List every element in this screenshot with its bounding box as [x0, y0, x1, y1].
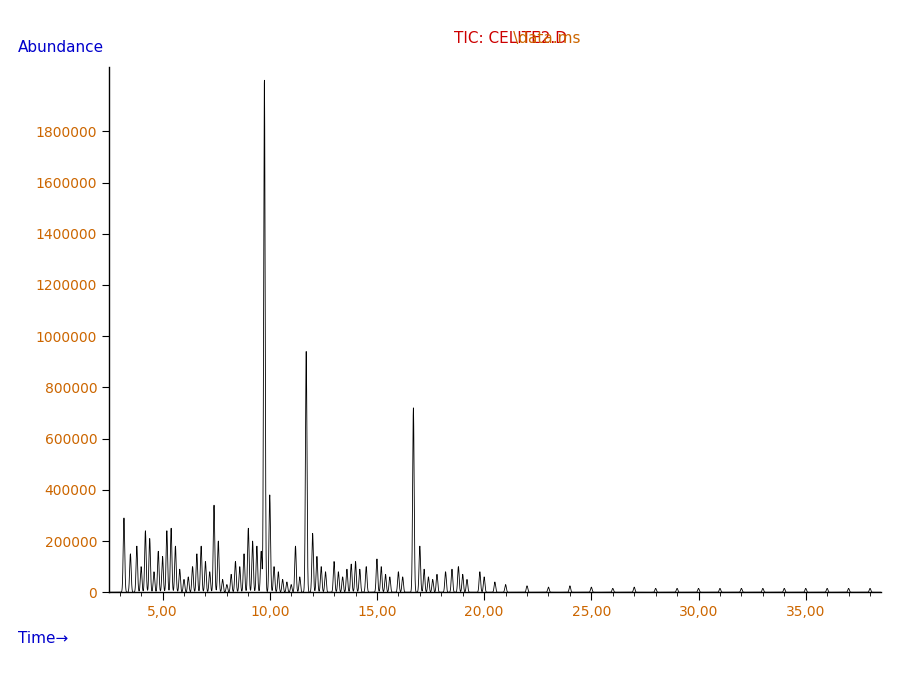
Text: TIC: CELITE2.D: TIC: CELITE2.D: [454, 32, 567, 46]
Text: Time→: Time→: [18, 631, 68, 646]
Text: Abundance: Abundance: [18, 40, 104, 55]
Text: \data.ms: \data.ms: [440, 32, 580, 46]
